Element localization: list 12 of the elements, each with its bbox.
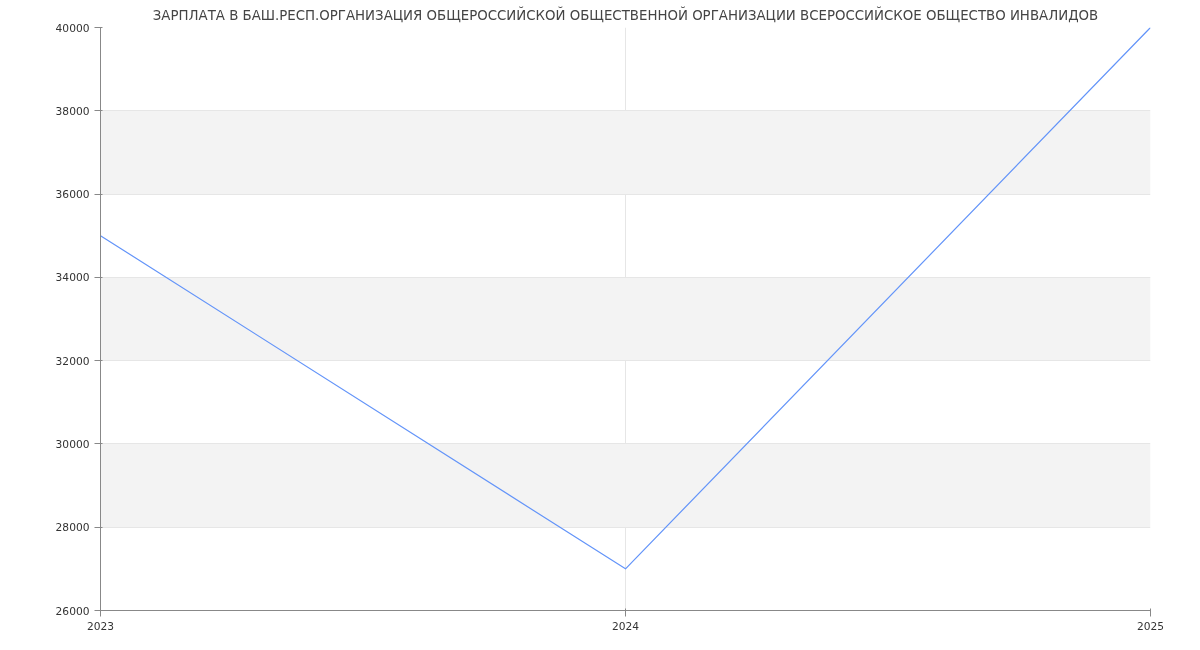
x-tick-label: 2025: [1136, 619, 1165, 633]
chart-title: ЗАРПЛАТА В БАШ.РЕСП.ОРГАНИЗАЦИЯ ОБЩЕРОССИЙСКОЙ ОБЩЕСТВЕННОЙ ОРГАНИЗАЦИИ ВСЕРОССИЙСКОЕ ОБЩЕСТВО ИНВАЛИДОВ: [152, 5, 1099, 23]
y-tick-label: 36000: [55, 188, 90, 202]
y-tick-label: 26000: [55, 604, 90, 618]
y-tick-label: 30000: [55, 437, 90, 451]
x-tick-label: 2024: [611, 619, 640, 633]
y-tick-label: 28000: [55, 521, 90, 535]
y-tick-label: 40000: [55, 21, 90, 35]
x-tick-label: 2023: [86, 619, 115, 633]
y-tick-label: 32000: [55, 354, 90, 368]
y-tick-label: 38000: [55, 104, 90, 118]
y-tick-label: 34000: [55, 271, 90, 285]
